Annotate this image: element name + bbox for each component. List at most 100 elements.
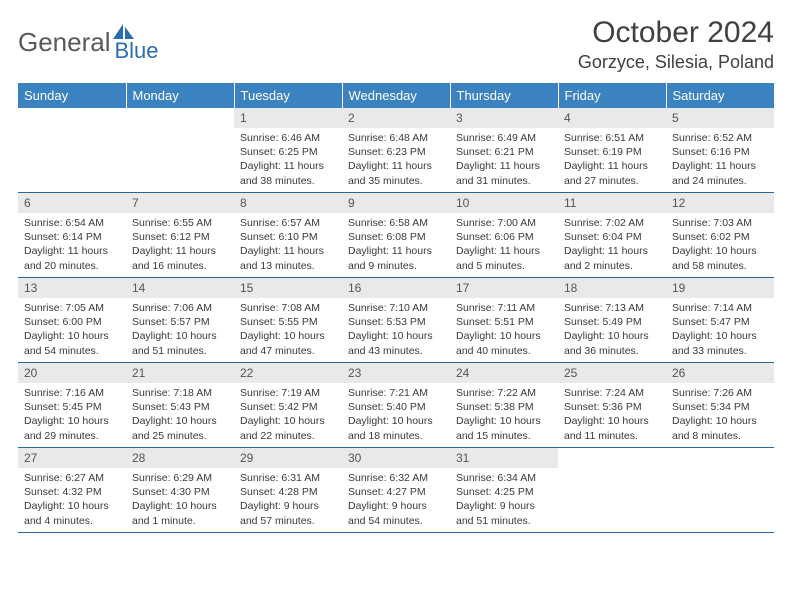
sail-icon (113, 24, 135, 45)
sunrise-text: Sunrise: 6:58 AM (348, 216, 444, 230)
sunrise-text: Sunrise: 7:14 AM (672, 301, 768, 315)
day-body: Sunrise: 7:08 AMSunset: 5:55 PMDaylight:… (234, 298, 342, 362)
daylight-text: Daylight: 10 hours and 29 minutes. (24, 414, 120, 442)
day-cell: 9Sunrise: 6:58 AMSunset: 6:08 PMDaylight… (342, 193, 450, 278)
day-body: Sunrise: 7:26 AMSunset: 5:34 PMDaylight:… (666, 383, 774, 447)
day-body: Sunrise: 7:24 AMSunset: 5:36 PMDaylight:… (558, 383, 666, 447)
sunrise-text: Sunrise: 7:06 AM (132, 301, 228, 315)
day-cell: 31Sunrise: 6:34 AMSunset: 4:25 PMDayligh… (450, 448, 558, 533)
day-cell: 16Sunrise: 7:10 AMSunset: 5:53 PMDayligh… (342, 278, 450, 363)
day-body: Sunrise: 6:46 AMSunset: 6:25 PMDaylight:… (234, 128, 342, 192)
day-number: 23 (342, 363, 450, 383)
sunset-text: Sunset: 6:02 PM (672, 230, 768, 244)
sunset-text: Sunset: 6:00 PM (24, 315, 120, 329)
daylight-text: Daylight: 11 hours and 20 minutes. (24, 244, 120, 272)
day-number: 10 (450, 193, 558, 213)
daylight-text: Daylight: 9 hours and 57 minutes. (240, 499, 336, 527)
sunrise-text: Sunrise: 7:24 AM (564, 386, 660, 400)
day-number: 21 (126, 363, 234, 383)
sunrise-text: Sunrise: 6:55 AM (132, 216, 228, 230)
sunrise-text: Sunrise: 6:49 AM (456, 131, 552, 145)
day-body: Sunrise: 7:14 AMSunset: 5:47 PMDaylight:… (666, 298, 774, 362)
sunset-text: Sunset: 6:23 PM (348, 145, 444, 159)
daylight-text: Daylight: 10 hours and 40 minutes. (456, 329, 552, 357)
sunrise-text: Sunrise: 7:26 AM (672, 386, 768, 400)
sunrise-text: Sunrise: 7:13 AM (564, 301, 660, 315)
day-number: 9 (342, 193, 450, 213)
day-body: Sunrise: 7:02 AMSunset: 6:04 PMDaylight:… (558, 213, 666, 277)
day-body: Sunrise: 7:03 AMSunset: 6:02 PMDaylight:… (666, 213, 774, 277)
day-cell: 14Sunrise: 7:06 AMSunset: 5:57 PMDayligh… (126, 278, 234, 363)
sunrise-text: Sunrise: 6:57 AM (240, 216, 336, 230)
sunrise-text: Sunrise: 7:22 AM (456, 386, 552, 400)
day-cell: 5Sunrise: 6:52 AMSunset: 6:16 PMDaylight… (666, 108, 774, 193)
sunset-text: Sunset: 5:36 PM (564, 400, 660, 414)
day-number: 29 (234, 448, 342, 468)
sunrise-text: Sunrise: 6:27 AM (24, 471, 120, 485)
day-cell (666, 448, 774, 533)
sunrise-text: Sunrise: 6:29 AM (132, 471, 228, 485)
day-body: Sunrise: 7:11 AMSunset: 5:51 PMDaylight:… (450, 298, 558, 362)
day-number: 22 (234, 363, 342, 383)
daylight-text: Daylight: 10 hours and 33 minutes. (672, 329, 768, 357)
day-number: 31 (450, 448, 558, 468)
daylight-text: Daylight: 9 hours and 51 minutes. (456, 499, 552, 527)
day-number: 24 (450, 363, 558, 383)
day-number: 4 (558, 108, 666, 128)
day-number: 11 (558, 193, 666, 213)
daylight-text: Daylight: 11 hours and 5 minutes. (456, 244, 552, 272)
dow-header: Sunday (18, 83, 126, 108)
day-body: Sunrise: 7:22 AMSunset: 5:38 PMDaylight:… (450, 383, 558, 447)
day-number: 15 (234, 278, 342, 298)
sunset-text: Sunset: 5:45 PM (24, 400, 120, 414)
sunset-text: Sunset: 5:51 PM (456, 315, 552, 329)
day-body: Sunrise: 6:32 AMSunset: 4:27 PMDaylight:… (342, 468, 450, 532)
day-cell: 10Sunrise: 7:00 AMSunset: 6:06 PMDayligh… (450, 193, 558, 278)
sunset-text: Sunset: 5:43 PM (132, 400, 228, 414)
daylight-text: Daylight: 10 hours and 4 minutes. (24, 499, 120, 527)
day-body: Sunrise: 6:54 AMSunset: 6:14 PMDaylight:… (18, 213, 126, 277)
daylight-text: Daylight: 10 hours and 51 minutes. (132, 329, 228, 357)
day-body (126, 128, 234, 192)
dow-header: Saturday (666, 83, 774, 108)
day-number: 3 (450, 108, 558, 128)
day-body: Sunrise: 6:52 AMSunset: 6:16 PMDaylight:… (666, 128, 774, 192)
sunset-text: Sunset: 5:49 PM (564, 315, 660, 329)
sunset-text: Sunset: 4:28 PM (240, 485, 336, 499)
sunrise-text: Sunrise: 6:51 AM (564, 131, 660, 145)
day-cell: 20Sunrise: 7:16 AMSunset: 5:45 PMDayligh… (18, 363, 126, 448)
sunset-text: Sunset: 5:42 PM (240, 400, 336, 414)
daylight-text: Daylight: 11 hours and 2 minutes. (564, 244, 660, 272)
sunrise-text: Sunrise: 7:00 AM (456, 216, 552, 230)
day-body: Sunrise: 7:10 AMSunset: 5:53 PMDaylight:… (342, 298, 450, 362)
daylight-text: Daylight: 10 hours and 43 minutes. (348, 329, 444, 357)
daylight-text: Daylight: 11 hours and 24 minutes. (672, 159, 768, 187)
sunrise-text: Sunrise: 6:48 AM (348, 131, 444, 145)
dow-header: Monday (126, 83, 234, 108)
sunset-text: Sunset: 6:16 PM (672, 145, 768, 159)
week-row: 6Sunrise: 6:54 AMSunset: 6:14 PMDaylight… (18, 193, 774, 278)
sunrise-text: Sunrise: 7:02 AM (564, 216, 660, 230)
day-cell: 11Sunrise: 7:02 AMSunset: 6:04 PMDayligh… (558, 193, 666, 278)
sunset-text: Sunset: 4:27 PM (348, 485, 444, 499)
day-cell: 7Sunrise: 6:55 AMSunset: 6:12 PMDaylight… (126, 193, 234, 278)
dow-header: Wednesday (342, 83, 450, 108)
day-body: Sunrise: 7:21 AMSunset: 5:40 PMDaylight:… (342, 383, 450, 447)
day-cell (18, 108, 126, 193)
daylight-text: Daylight: 10 hours and 58 minutes. (672, 244, 768, 272)
day-cell: 4Sunrise: 6:51 AMSunset: 6:19 PMDaylight… (558, 108, 666, 193)
brand-logo: General Blue (18, 16, 159, 64)
day-of-week-row: SundayMondayTuesdayWednesdayThursdayFrid… (18, 83, 774, 108)
daylight-text: Daylight: 10 hours and 11 minutes. (564, 414, 660, 442)
day-body: Sunrise: 6:49 AMSunset: 6:21 PMDaylight:… (450, 128, 558, 192)
daylight-text: Daylight: 11 hours and 38 minutes. (240, 159, 336, 187)
day-cell (558, 448, 666, 533)
sunset-text: Sunset: 4:32 PM (24, 485, 120, 499)
day-number: 16 (342, 278, 450, 298)
day-cell: 24Sunrise: 7:22 AMSunset: 5:38 PMDayligh… (450, 363, 558, 448)
sunrise-text: Sunrise: 7:16 AM (24, 386, 120, 400)
sunrise-text: Sunrise: 7:08 AM (240, 301, 336, 315)
sunset-text: Sunset: 4:30 PM (132, 485, 228, 499)
day-cell: 13Sunrise: 7:05 AMSunset: 6:00 PMDayligh… (18, 278, 126, 363)
day-cell: 23Sunrise: 7:21 AMSunset: 5:40 PMDayligh… (342, 363, 450, 448)
